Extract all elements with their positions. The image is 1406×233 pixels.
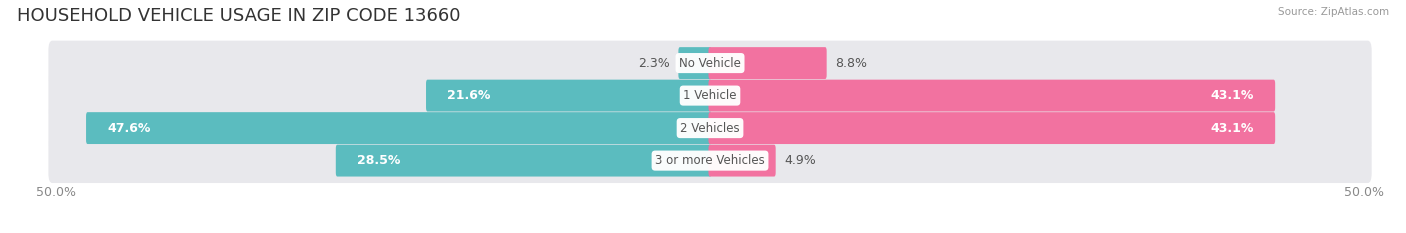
Text: 21.6%: 21.6% [447, 89, 491, 102]
FancyBboxPatch shape [709, 80, 1275, 112]
Text: No Vehicle: No Vehicle [679, 57, 741, 70]
Text: Source: ZipAtlas.com: Source: ZipAtlas.com [1278, 7, 1389, 17]
FancyBboxPatch shape [48, 106, 1372, 151]
FancyBboxPatch shape [709, 112, 1275, 144]
FancyBboxPatch shape [336, 145, 711, 177]
Text: 43.1%: 43.1% [1211, 122, 1254, 135]
Text: 1 Vehicle: 1 Vehicle [683, 89, 737, 102]
Text: 47.6%: 47.6% [107, 122, 150, 135]
FancyBboxPatch shape [426, 80, 711, 112]
FancyBboxPatch shape [709, 145, 776, 177]
FancyBboxPatch shape [48, 41, 1372, 86]
Text: 2 Vehicles: 2 Vehicles [681, 122, 740, 135]
FancyBboxPatch shape [86, 112, 711, 144]
Text: 43.1%: 43.1% [1211, 89, 1254, 102]
FancyBboxPatch shape [48, 138, 1372, 183]
Text: 2.3%: 2.3% [638, 57, 669, 70]
Text: 3 or more Vehicles: 3 or more Vehicles [655, 154, 765, 167]
FancyBboxPatch shape [709, 47, 827, 79]
FancyBboxPatch shape [48, 73, 1372, 118]
Text: HOUSEHOLD VEHICLE USAGE IN ZIP CODE 13660: HOUSEHOLD VEHICLE USAGE IN ZIP CODE 1366… [17, 7, 460, 25]
FancyBboxPatch shape [678, 47, 711, 79]
Text: 4.9%: 4.9% [785, 154, 817, 167]
Text: 28.5%: 28.5% [357, 154, 401, 167]
Text: 8.8%: 8.8% [835, 57, 868, 70]
